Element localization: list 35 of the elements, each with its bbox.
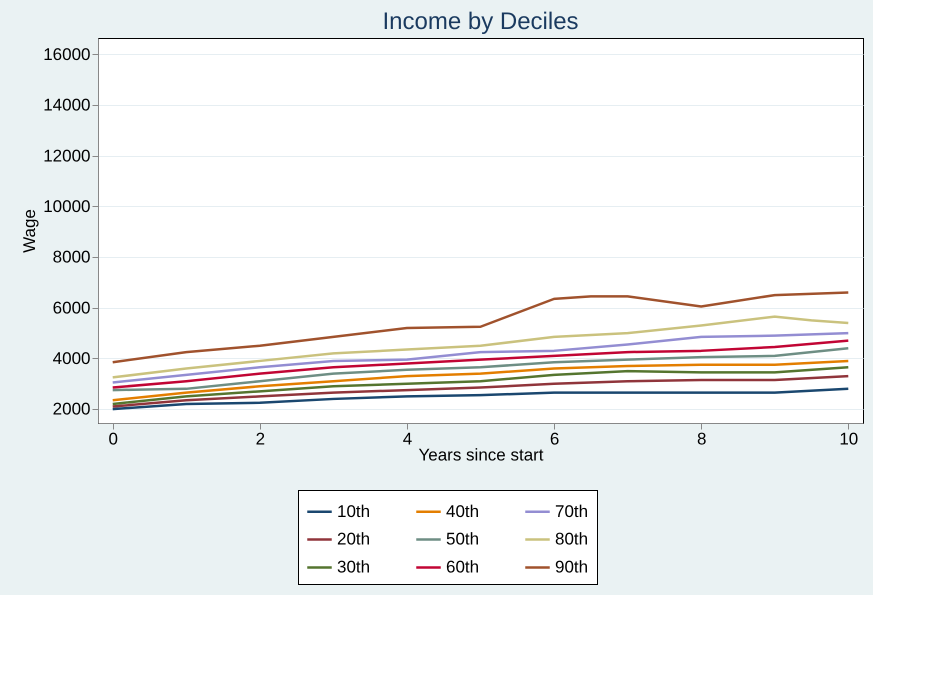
line-series: [111, 366, 850, 406]
line-series: [111, 332, 850, 384]
y-tick-label: 10000: [43, 196, 90, 216]
legend-label: 60th: [446, 558, 480, 576]
y-tick-label: 12000: [43, 146, 90, 166]
x-tick-label: 8: [696, 430, 706, 448]
x-tick-label: 0: [108, 430, 118, 448]
x-axis-title: Years since start: [418, 446, 544, 464]
line-series: [111, 339, 850, 389]
y-tick-label: 14000: [43, 96, 90, 115]
legend-label: 90th: [555, 558, 588, 576]
legend-label: 20th: [337, 530, 370, 548]
y-tick-label: 8000: [52, 248, 90, 267]
legend-label: 50th: [446, 530, 480, 548]
y-axis-title: Wage: [20, 209, 40, 253]
legend-label: 30th: [337, 558, 370, 576]
line-series: [111, 347, 850, 392]
x-tick-label: 10: [839, 430, 858, 448]
y-tick-label: 4000: [52, 348, 90, 368]
legend-label: 10th: [337, 502, 370, 521]
y-tick-label: 2000: [52, 400, 90, 419]
y-tick-label: 16000: [43, 44, 90, 64]
line-series: [111, 388, 850, 410]
line-series: [111, 360, 850, 402]
legend-label: 40th: [446, 502, 480, 521]
x-tick-label: 6: [550, 430, 560, 448]
line-series: [111, 315, 850, 379]
x-tick-label: 2: [256, 430, 266, 448]
x-tick-label: 4: [402, 430, 412, 448]
y-tick-label: 6000: [52, 298, 90, 318]
chart-title: Income by Deciles: [382, 8, 579, 35]
legend-label: 70th: [555, 502, 588, 521]
legend-label: 80th: [555, 530, 588, 548]
line-series: [111, 291, 850, 364]
line-series: [111, 374, 850, 408]
